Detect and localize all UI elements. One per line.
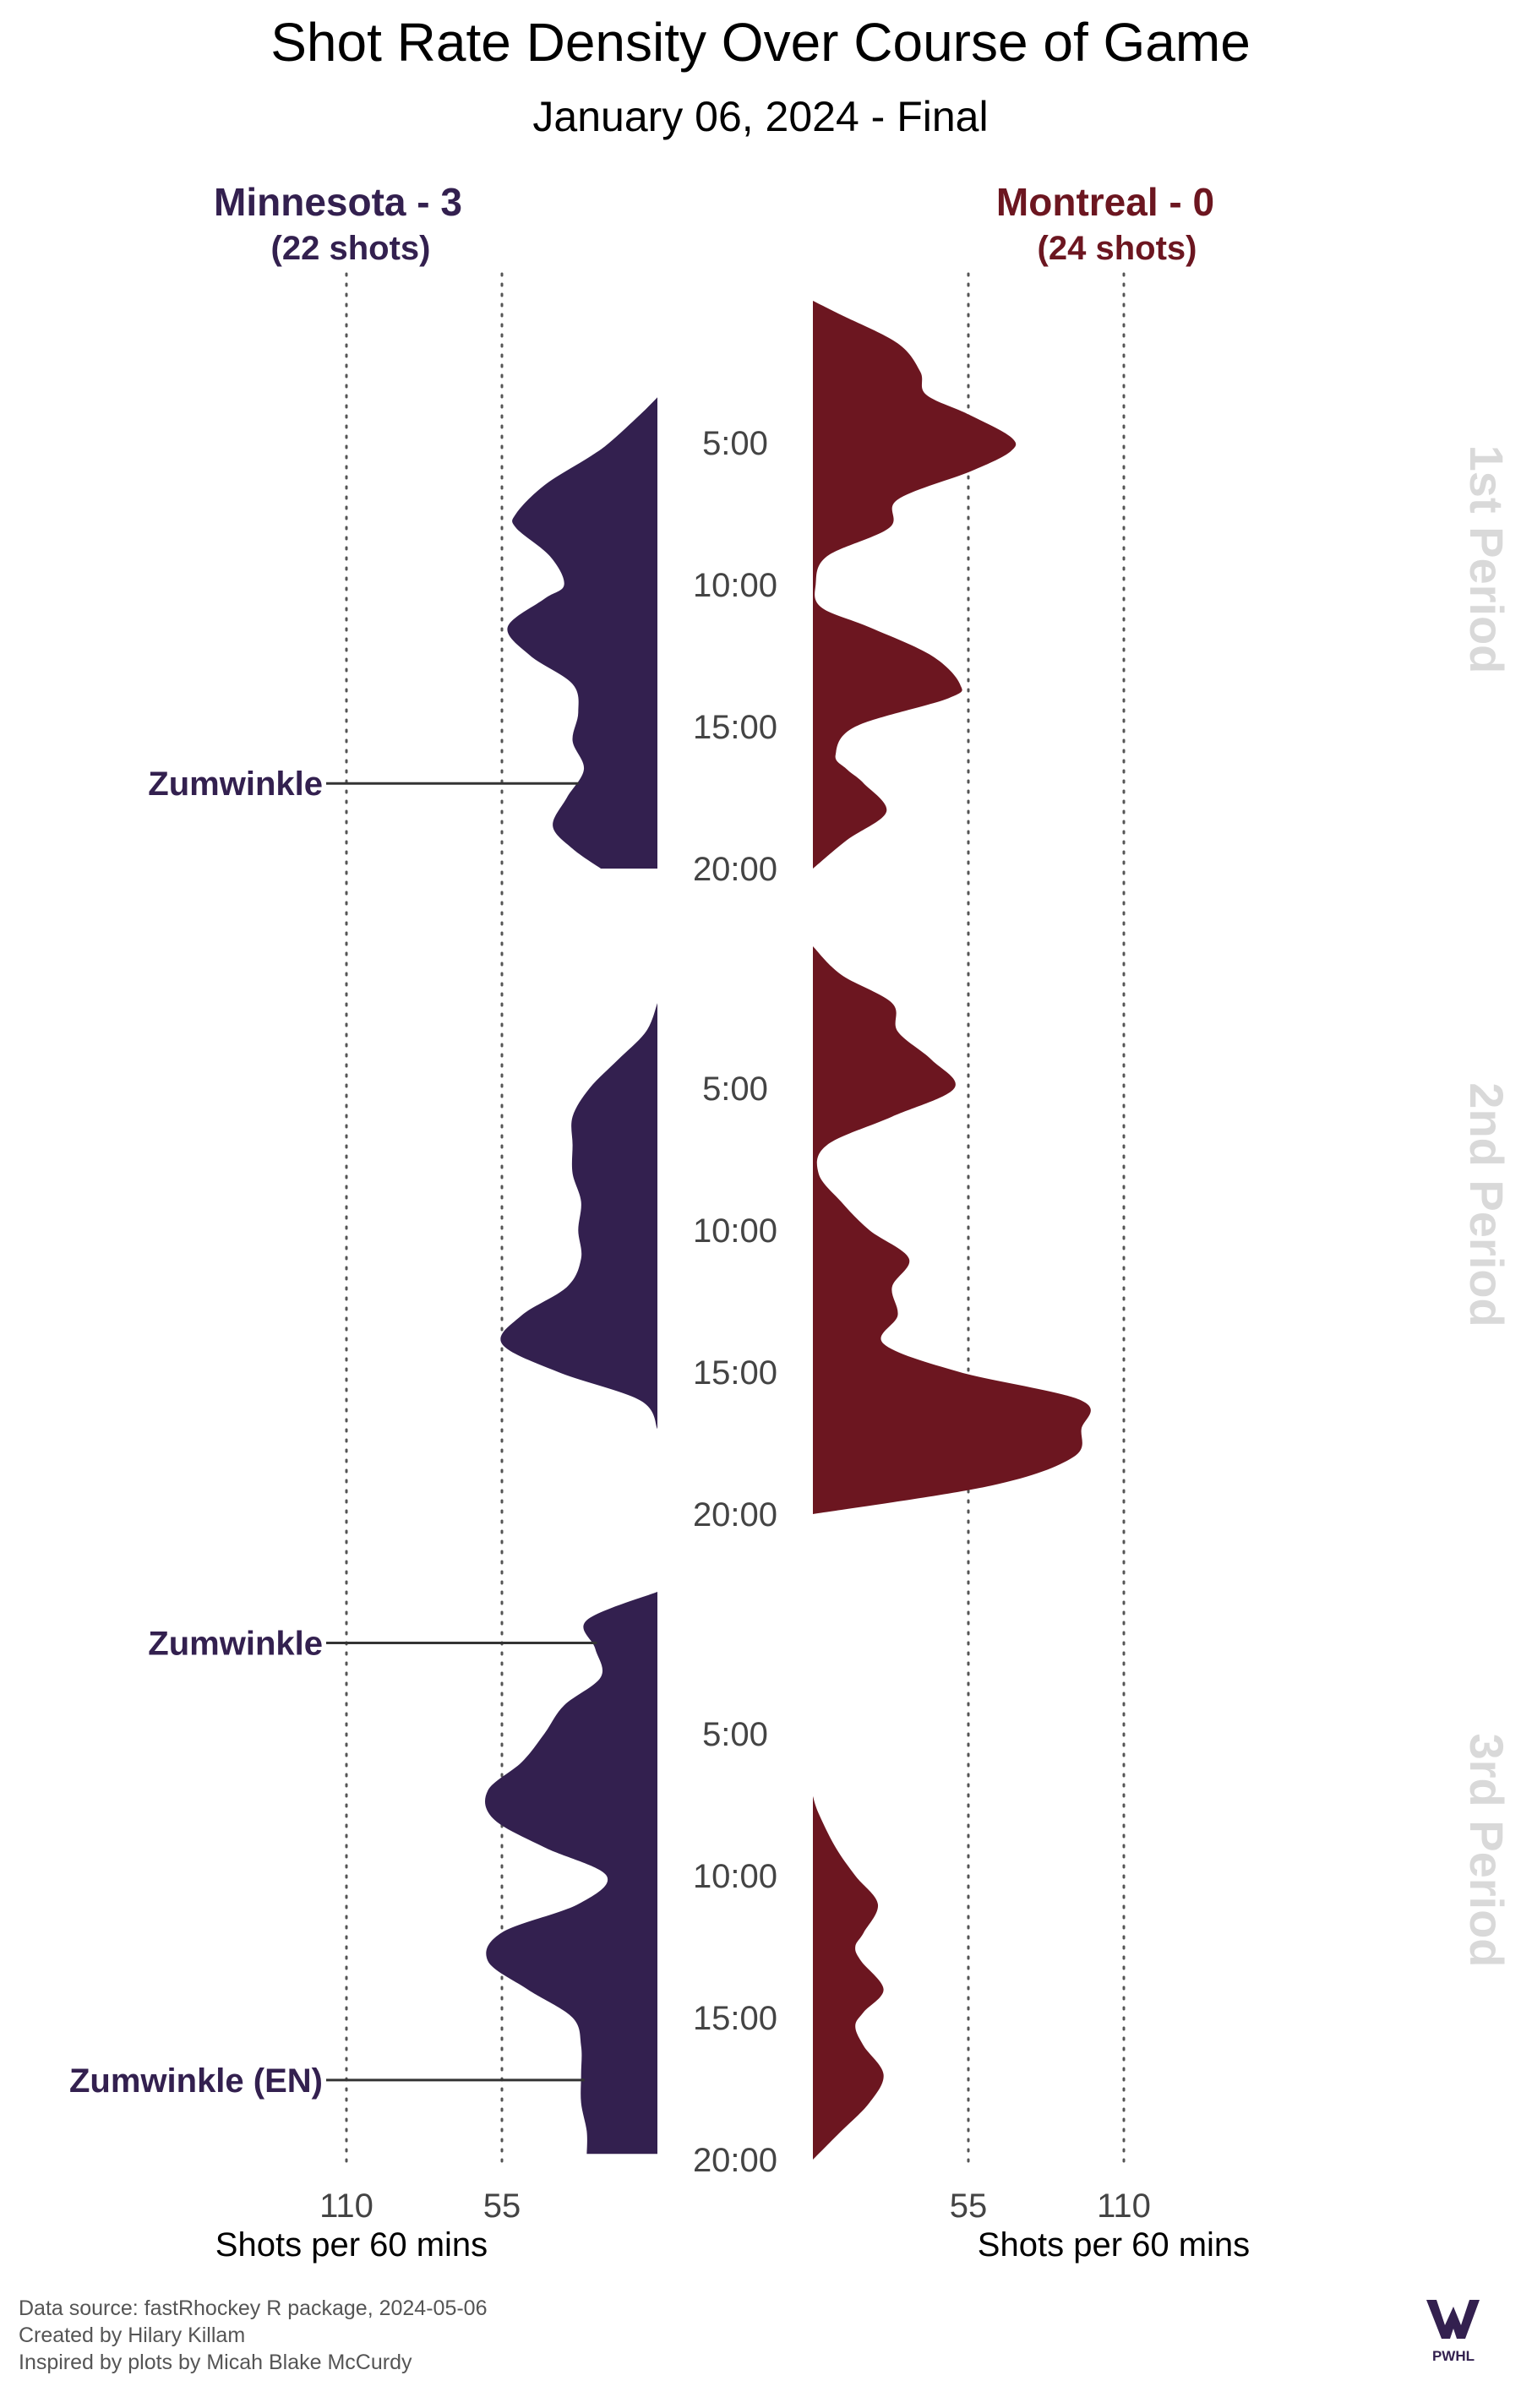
home-density-area-period-1: [507, 397, 657, 869]
away-x-tick-label: 110: [1097, 2187, 1151, 2225]
time-tick-label: 10:00: [693, 1212, 777, 1250]
period-label: 1st Period: [1460, 445, 1513, 674]
away-density-area-period-1: [813, 301, 1017, 869]
away-x-tick-label: 55: [950, 2187, 988, 2225]
time-tick-label: 10:00: [693, 567, 777, 604]
away-density-area-period-3: [813, 1795, 884, 2160]
goal-scorer-label: Zumwinkle: [148, 1625, 323, 1662]
away-team-shots: (24 shots): [1038, 230, 1197, 267]
home-team-name: Minnesota - 3: [214, 180, 462, 224]
time-tick-label: 5:00: [702, 425, 768, 462]
home-density-area-period-2: [500, 1003, 657, 1430]
pwhl-logo: PWHL: [1426, 2300, 1480, 2364]
home-x-tick-label: 110: [319, 2187, 373, 2225]
home-density-area-period-3: [485, 1592, 657, 2155]
period-label: 3rd Period: [1460, 1734, 1513, 1968]
goal-scorer-label: Zumwinkle: [148, 765, 323, 803]
time-tick-label: 5:00: [702, 1071, 768, 1108]
time-tick-label: 15:00: [693, 1354, 777, 1392]
time-tick-label: 5:00: [702, 1716, 768, 1753]
pwhl-logo-mark: [1426, 2300, 1480, 2339]
period-label: 2nd Period: [1460, 1082, 1513, 1327]
density-areas: [485, 301, 1091, 2160]
home-team-shots: (22 shots): [271, 230, 431, 267]
home-x-tick-label: 55: [483, 2187, 521, 2225]
away-team-name: Montreal - 0: [996, 180, 1214, 224]
time-tick-labels: 5:00 10:00 15:00 20:00 5:00 10:00 15:00 20:00 5:…: [693, 425, 777, 2179]
footer-line-creator: Created by Hilary Killam: [19, 2324, 245, 2347]
grid-lines: [345, 272, 1126, 2168]
away-x-axis-title: Shots per 60 mins: [978, 2226, 1250, 2264]
footer-line-inspiration: Inspired by plots by Micah Blake McCurdy: [19, 2351, 412, 2374]
chart-subtitle: January 06, 2024 - Final: [532, 93, 988, 140]
period-labels: 1st Period 2nd Period 3rd Period: [1460, 445, 1513, 1968]
time-tick-label: 20:00: [693, 1496, 777, 1534]
chart-title: Shot Rate Density Over Course of Game: [270, 12, 1251, 73]
home-x-axis-title: Shots per 60 mins: [215, 2226, 488, 2264]
time-tick-label: 10:00: [693, 1858, 777, 1895]
time-tick-label: 15:00: [693, 709, 777, 746]
footer-line-source: Data source: fastRhockey R package, 2024…: [19, 2296, 487, 2320]
goal-scorer-label: Zumwinkle (EN): [69, 2062, 323, 2100]
goal-annotations: Zumwinkle Zumwinkle Zumwinkle (EN): [69, 765, 597, 2100]
pwhl-logo-text: PWHL: [1432, 2348, 1475, 2364]
footer: Data source: fastRhockey R package, 2024…: [19, 2296, 487, 2374]
time-tick-label: 20:00: [693, 2142, 777, 2179]
time-tick-label: 15:00: [693, 2000, 777, 2037]
time-tick-label: 20:00: [693, 851, 777, 888]
away-density-area-period-2: [813, 946, 1091, 1514]
